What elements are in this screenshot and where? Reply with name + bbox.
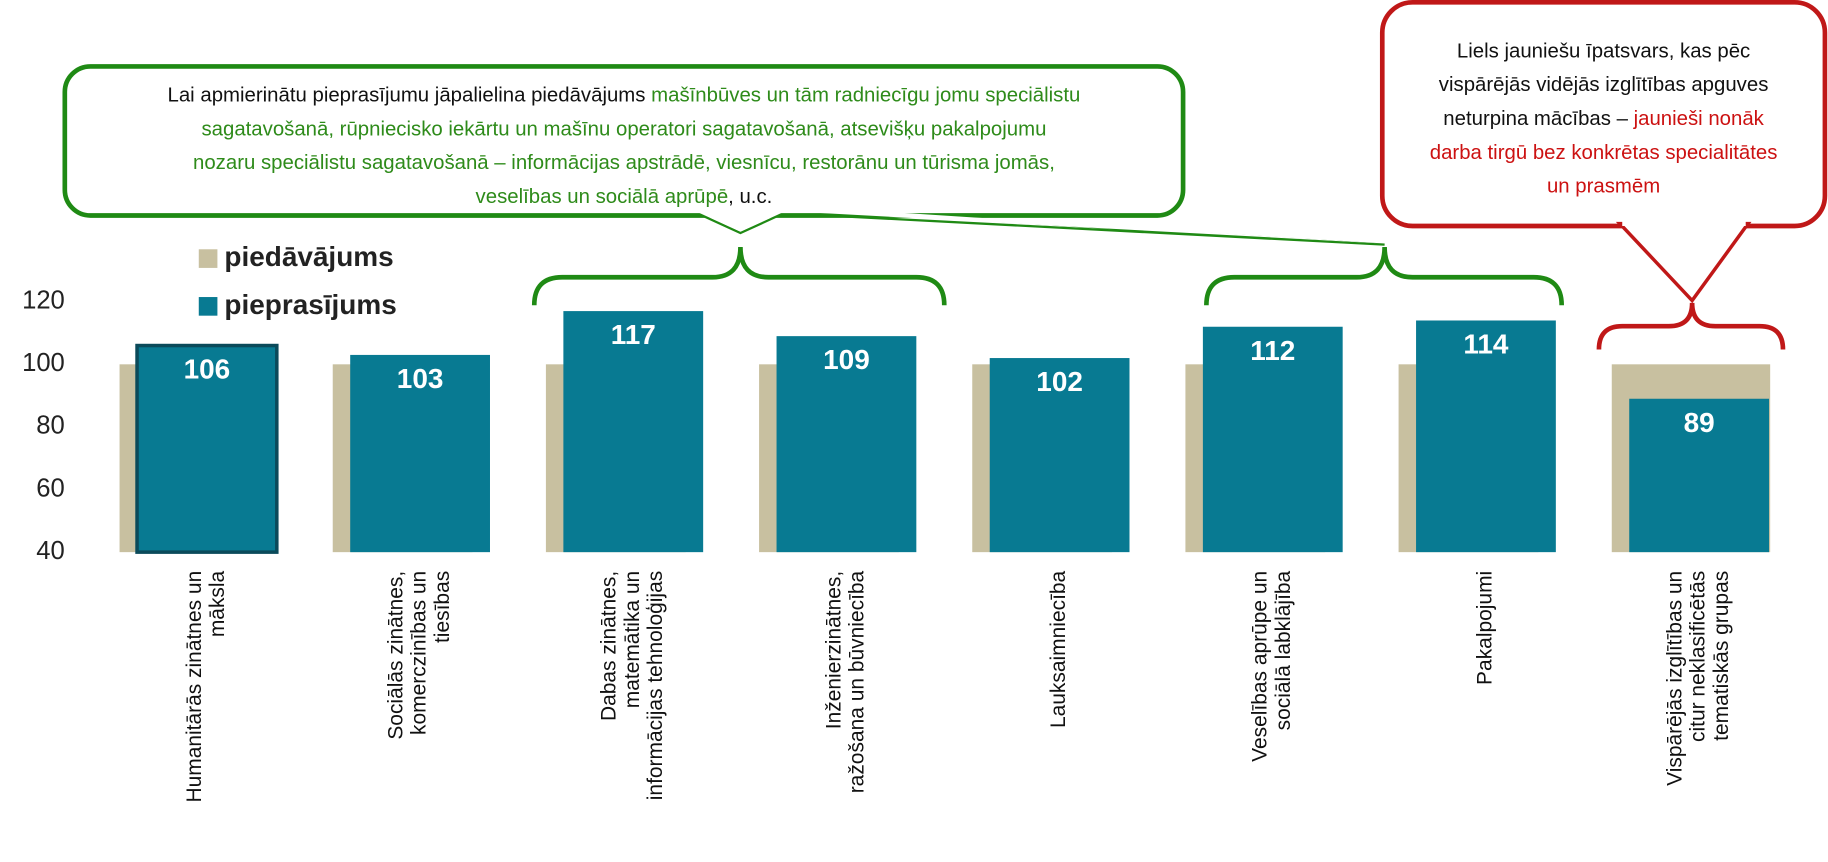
x-tick-label: citur neklasificētās [1687, 571, 1710, 742]
legend-swatch [198, 249, 218, 268]
annotation-text: nozaru speciālistu sagatavošanā – inform… [193, 153, 1055, 175]
annotation-text: un prasmēm [1547, 176, 1660, 198]
bar-demand [776, 336, 917, 553]
data-label: 103 [397, 363, 444, 394]
annotation-text: mašīnbūves un tām radniecīgu jomu speciā… [651, 85, 1080, 107]
annotation-line: nozaru speciālistu sagatavošanā – inform… [193, 153, 1055, 175]
data-label: 89 [1684, 407, 1715, 438]
bar-demand [1202, 326, 1343, 553]
annotation-line: neturpina mācības – jaunieši nonāk [1443, 108, 1764, 130]
brace [1596, 302, 1786, 350]
x-tick-label: māksla [206, 570, 229, 637]
callout-pointer [1615, 221, 1752, 304]
annotation-line: vispārējās vidējās izglītības apguves [1439, 75, 1769, 97]
bar-demand [563, 311, 704, 553]
red-callout [1379, 0, 1828, 304]
data-label: 114 [1463, 329, 1509, 360]
legend-swatch [198, 297, 218, 316]
data-label: 112 [1250, 335, 1295, 366]
x-tick-label: Sociālās zinātnes, [384, 571, 407, 740]
bar-demand [1416, 320, 1556, 553]
x-tick-label: tematiskās grupas [1710, 571, 1733, 741]
data-label: 102 [1036, 366, 1083, 397]
annotation-line: Liels jauniešu īpatsvars, kas pēc [1457, 41, 1750, 63]
data-label: 106 [184, 354, 231, 385]
annotation-text: darba tirgū bez konkrētas specialitātes [1430, 142, 1778, 164]
legend-label: pieprasījums [224, 289, 396, 320]
x-tick-label: Dabas zinātnes, [598, 571, 621, 721]
annotation-line: sagatavošanā, rūpniecisko iekārtu un maš… [201, 119, 1046, 141]
callout-pointer [804, 213, 1385, 246]
annotation-text: Liels jauniešu īpatsvars, kas pēc [1457, 41, 1750, 63]
annotation-text: neturpina mācības – [1443, 108, 1633, 130]
callout-box [62, 64, 1186, 218]
x-tick-label: matemātika un [621, 571, 644, 708]
green-callout [62, 64, 1385, 246]
callout-pointer-fill [697, 212, 784, 232]
data-label: 117 [611, 319, 656, 350]
x-tick-label: komerczinības un [408, 571, 431, 735]
x-tick-label: Humanitārās zinātnes un [183, 571, 206, 803]
annotation-text: sagatavošanā, rūpniecisko iekārtu un maš… [201, 119, 1046, 141]
callout-pointer-fill [1622, 216, 1746, 226]
x-tick-label: Inženierzinātnes, [822, 571, 845, 729]
data-label: 109 [823, 344, 870, 375]
annotation-text: , u.c. [728, 186, 772, 208]
brace [1204, 246, 1564, 306]
annotation-text: jaunieši nonāk [1633, 108, 1765, 130]
bar-demand [350, 354, 490, 553]
x-tick-label: informācijas tehnoloģijas [644, 571, 667, 800]
y-tick-label: 100 [22, 349, 65, 377]
bar-demand [989, 358, 1130, 553]
annotation-line: Lai apmierinātu pieprasījumu jāpalielina… [168, 85, 1081, 107]
x-tick-label: Lauksaimniecība [1047, 570, 1070, 728]
x-tick-label: sociālā labklājība [1272, 570, 1295, 730]
y-tick-label: 120 [22, 286, 65, 314]
x-tick-label: tiesības [431, 571, 454, 643]
annotation-line: un prasmēm [1547, 176, 1660, 198]
y-tick-label: 60 [36, 474, 64, 502]
x-tick-label: Vispārējās izglītības un [1663, 571, 1686, 786]
x-tick-label: ražošana un būvniecība [846, 570, 869, 793]
annotation-line: veselības un sociālā aprūpē, u.c. [476, 186, 773, 208]
bar-demand [135, 343, 279, 554]
brace [531, 246, 947, 306]
callout-box [1379, 0, 1828, 229]
annotation-text: Lai apmierinātu pieprasījumu jāpalielina… [168, 85, 652, 107]
annotation-text: veselības un sociālā aprūpē [476, 186, 729, 208]
legend-label: piedāvājums [224, 241, 393, 272]
annotation-line: darba tirgū bez konkrētas specialitātes [1430, 142, 1778, 164]
bar-demand [1629, 398, 1770, 553]
y-tick-label: 80 [36, 412, 64, 440]
y-tick-label: 40 [36, 537, 64, 565]
x-tick-label: Pakalpojumi [1473, 571, 1496, 685]
annotation-text: vispārējās vidējās izglītības apguves [1439, 75, 1769, 97]
x-tick-label: Veselības aprūpe un [1249, 571, 1272, 762]
